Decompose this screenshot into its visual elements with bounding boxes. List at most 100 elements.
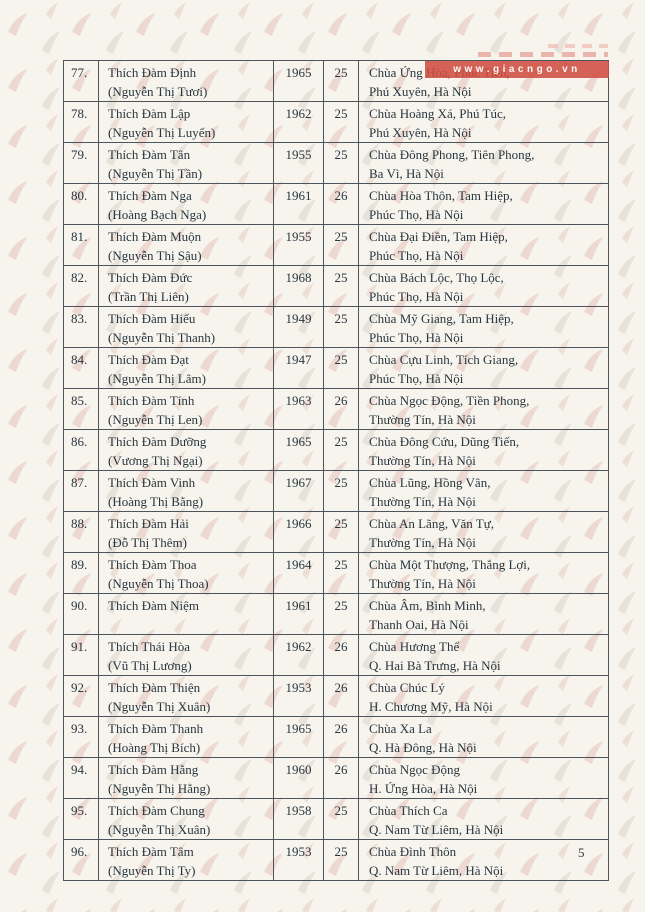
dharma-name: Thích Đàm Thoa [108, 557, 197, 572]
district-line: Thường Tín, Hà Nội [369, 453, 476, 468]
monastic-name-cell: Thích Đàm Muộn (Nguyễn Thị Sậu) [98, 224, 274, 266]
table-row: 94. Thích Đàm Hằng (Nguyễn Thị Hằng) 196… [63, 757, 609, 799]
row-number: 90. [63, 593, 99, 635]
district-line: Thường Tín, Hà Nội [369, 494, 476, 509]
temple-name-line: Chùa Một Thượng, Thắng Lợi, [369, 557, 531, 572]
secular-name: (Nguyễn Thị Tần) [108, 166, 203, 181]
temple-address-cell: Chùa Mỹ Giang, Tam Hiệp, Phúc Thọ, Hà Nộ… [358, 306, 609, 348]
dharma-name: Thích Đàm Đức [108, 270, 193, 285]
table-row: 91. Thích Thái Hòa (Vũ Thị Lương) 1962 2… [63, 634, 609, 676]
birth-year: 1955 [273, 142, 324, 184]
monastic-name-cell: Thích Đàm Chung (Nguyễn Thị Xuân) [98, 798, 274, 840]
monastic-name-cell: Thích Đàm Định (Nguyễn Thị Tươi) [98, 60, 274, 102]
secular-name: (Trần Thị Liên) [108, 289, 189, 304]
dharma-name: Thích Đàm Hằng [108, 762, 199, 777]
dharma-name: Thích Đàm Tâm [108, 844, 194, 859]
dharma-name: Thích Đàm Lập [108, 106, 191, 121]
table-row: 93. Thích Đàm Thanh (Hoàng Thị Bích) 196… [63, 716, 609, 758]
secular-name: (Nguyễn Thị Luyến) [108, 125, 216, 140]
row-number: 86. [63, 429, 99, 471]
count-value: 25 [323, 552, 359, 594]
dharma-name: Thích Đàm Muộn [108, 229, 202, 244]
table-row: 95. Thích Đàm Chung (Nguyễn Thị Xuân) 19… [63, 798, 609, 840]
dharma-name: Thích Đàm Định [108, 65, 197, 80]
dharma-name: Thích Đàm Tính [108, 393, 195, 408]
birth-year: 1947 [273, 347, 324, 389]
table-row: 80. Thích Đàm Nga (Hoàng Bạch Nga) 1961 … [63, 183, 609, 225]
secular-name: (Nguyễn Thị Sậu) [108, 248, 202, 263]
temple-name-line: Chùa Lũng, Hồng Vân, [369, 475, 491, 490]
row-number: 96. [63, 839, 99, 881]
secular-name: (Vũ Thị Lương) [108, 658, 192, 673]
monastic-name-cell: Thích Đàm Thanh (Hoàng Thị Bích) [98, 716, 274, 758]
district-line: Phú Xuyên, Hà Nội [369, 125, 472, 140]
temple-name-line: Chùa Xa La [369, 721, 432, 736]
row-number: 78. [63, 101, 99, 143]
birth-year: 1962 [273, 101, 324, 143]
temple-address-cell: Chùa Thích Ca Q. Nam Từ Liêm, Hà Nội [358, 798, 609, 840]
birth-year: 1949 [273, 306, 324, 348]
monastic-name-cell: Thích Đàm Thiện (Nguyễn Thị Xuân) [98, 675, 274, 717]
monastic-name-cell: Thích Đàm Hằng (Nguyễn Thị Hằng) [98, 757, 274, 799]
birth-year: 1962 [273, 634, 324, 676]
row-number: 81. [63, 224, 99, 266]
monastic-name-cell: Thích Đàm Thoa (Nguyễn Thị Thoa) [98, 552, 274, 594]
temple-name-line: Chùa Hòa Thôn, Tam Hiệp, [369, 188, 513, 203]
row-number: 79. [63, 142, 99, 184]
temple-name-line: Chùa Âm, Bình Minh, [369, 598, 486, 613]
temple-address-cell: Chùa Xa La Q. Hà Đông, Hà Nội [358, 716, 609, 758]
row-number: 77. [63, 60, 99, 102]
monastic-name-cell: Thích Đàm Hải (Đỗ Thị Thêm) [98, 511, 274, 553]
table-row: 84. Thích Đàm Đạt (Nguyễn Thị Lâm) 1947 … [63, 347, 609, 389]
temple-address-cell: Chùa An Lãng, Văn Tự, Thường Tín, Hà Nội [358, 511, 609, 553]
temple-name-line: Chùa Mỹ Giang, Tam Hiệp, [369, 311, 514, 326]
secular-name: (Đỗ Thị Thêm) [108, 535, 187, 550]
row-number: 95. [63, 798, 99, 840]
temple-address-cell: Chùa Đông Cứu, Dũng Tiến, Thường Tín, Hà… [358, 429, 609, 471]
count-value: 25 [323, 798, 359, 840]
temple-address-cell: Chùa Đông Phong, Tiên Phong, Ba Vì, Hà N… [358, 142, 609, 184]
temple-name-line: Chùa Ngọc Động, Tiền Phong, [369, 393, 530, 408]
monastic-name-cell: Thích Đàm Nga (Hoàng Bạch Nga) [98, 183, 274, 225]
district-line: Q. Hai Bà Trưng, Hà Nội [369, 658, 501, 673]
temple-address-cell: Chùa Lũng, Hồng Vân, Thường Tín, Hà Nội [358, 470, 609, 512]
temple-address-cell: Chùa Ứng Hòa, Phúc Tiến, Phú Xuyên, Hà N… [358, 60, 609, 102]
secular-name: (Nguyễn Thị Hằng) [108, 781, 211, 796]
birth-year: 1965 [273, 429, 324, 471]
table-row: 87. Thích Đàm Vinh (Hoàng Thị Bằng) 1967… [63, 470, 609, 512]
secular-name: (Nguyễn Thị Lâm) [108, 371, 206, 386]
monastic-name-cell: Thích Thái Hòa (Vũ Thị Lương) [98, 634, 274, 676]
table-row: 92. Thích Đàm Thiện (Nguyễn Thị Xuân) 19… [63, 675, 609, 717]
temple-name-line: Chùa Đình Thôn [369, 844, 457, 859]
monastic-name-cell: Thích Đàm Lập (Nguyễn Thị Luyến) [98, 101, 274, 143]
table-row: 81. Thích Đàm Muộn (Nguyễn Thị Sậu) 1955… [63, 224, 609, 266]
monastic-name-cell: Thích Đàm Đạt (Nguyễn Thị Lâm) [98, 347, 274, 389]
secular-name: (Hoàng Bạch Nga) [108, 207, 207, 222]
row-number: 83. [63, 306, 99, 348]
temple-name-line: Chùa Thích Ca [369, 803, 448, 818]
count-value: 25 [323, 347, 359, 389]
row-number: 92. [63, 675, 99, 717]
district-line: Q. Nam Từ Liêm, Hà Nội [369, 822, 504, 837]
row-number: 88. [63, 511, 99, 553]
table-row: 86. Thích Đàm Dưỡng (Vương Thị Ngại) 196… [63, 429, 609, 471]
birth-year: 1955 [273, 224, 324, 266]
temple-address-cell: Chùa Ngọc Động, Tiền Phong, Thường Tín, … [358, 388, 609, 430]
temple-address-cell: Chùa Chúc Lý H. Chương Mỹ, Hà Nội [358, 675, 609, 717]
district-line: Ba Vì, Hà Nội [369, 166, 444, 181]
table-row: 85. Thích Đàm Tính (Nguyễn Thị Len) 1963… [63, 388, 609, 430]
secular-name: (Nguyễn Thị Thanh) [108, 330, 216, 345]
secular-name: (Nguyễn Thị Xuân) [108, 699, 211, 714]
temple-name-line: Chùa Bách Lộc, Thọ Lộc, [369, 270, 504, 285]
birth-year: 1953 [273, 675, 324, 717]
temple-address-cell: Chùa Một Thượng, Thắng Lợi, Thường Tín, … [358, 552, 609, 594]
secular-name: (Vương Thị Ngại) [108, 453, 203, 468]
monastic-name-cell: Thích Đàm Tâm (Nguyễn Thị Ty) [98, 839, 274, 881]
temple-address-cell: Chùa Đình Thôn Q. Nam Từ Liêm, Hà Nội [358, 839, 609, 881]
district-line: Q. Hà Đông, Hà Nội [369, 740, 477, 755]
district-line: H. Chương Mỹ, Hà Nội [369, 699, 493, 714]
secular-name: (Nguyễn Thị Xuân) [108, 822, 211, 837]
secular-name: (Hoàng Thị Bằng) [108, 494, 204, 509]
monastic-name-cell: Thích Đàm Tính (Nguyễn Thị Len) [98, 388, 274, 430]
dharma-name: Thích Đàm Tân [108, 147, 191, 162]
